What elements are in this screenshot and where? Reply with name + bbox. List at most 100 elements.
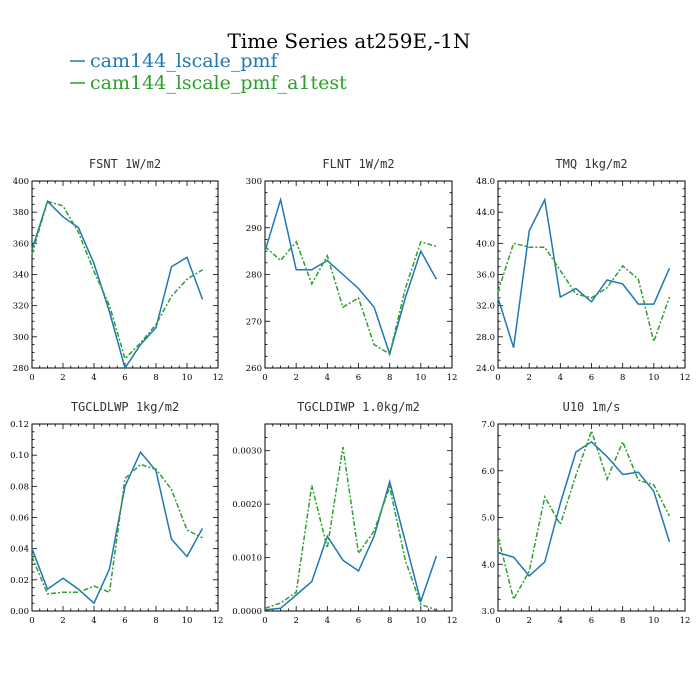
legend-label-1: cam144_lscale_pmf	[90, 50, 280, 72]
y-tick-label: 5.0	[481, 514, 495, 524]
x-tick-label: 2	[60, 373, 65, 383]
x-tick-label: 12	[447, 616, 458, 626]
series-line-1	[264, 478, 438, 611]
x-tick-label: 2	[293, 373, 298, 383]
x-tick-label: 6	[122, 616, 127, 626]
y-tick-label: 0.0000	[232, 607, 262, 617]
y-tick-label: 44.0	[476, 208, 495, 218]
x-tick-label: 2	[526, 373, 531, 383]
x-tick-label: 6	[589, 616, 594, 626]
x-tick-label: 0	[262, 373, 267, 383]
x-tick-label: 8	[153, 616, 158, 626]
x-tick-label: 10	[415, 616, 426, 626]
y-tick-label: 0.06	[10, 514, 29, 524]
y-tick-label: 400	[13, 177, 29, 187]
panel-6: U10 1m/s 0 2 4 6 8 10 12 3.0 4.0 5.0 6.0 7.0	[481, 400, 690, 626]
x-tick-label: 0	[29, 373, 34, 383]
x-tick-label: 10	[648, 616, 659, 626]
y-tick-label: 3.0	[481, 607, 495, 617]
series-line-2	[264, 240, 437, 356]
y-tick-label: 7.0	[481, 420, 495, 430]
series-line-2	[31, 200, 203, 361]
y-tick-label: 300	[246, 177, 262, 187]
x-tick-label: 4	[325, 373, 330, 383]
plot-frame	[31, 180, 219, 369]
x-tick-label: 6	[589, 373, 594, 383]
y-tick-label: 0.00	[10, 607, 29, 617]
plot-frame	[264, 180, 453, 369]
series-line-2	[264, 446, 437, 611]
y-tick-label: 340	[13, 271, 29, 281]
y-tick-label: 40.0	[476, 239, 495, 249]
x-tick-label: 12	[447, 373, 458, 383]
y-tick-label: 320	[13, 302, 29, 312]
panel-title: TGCLDIWP 1.0kg/m2	[297, 400, 420, 414]
x-tick-label: 12	[680, 616, 691, 626]
legend-label-2: cam144_lscale_pmf_a1test	[90, 72, 347, 94]
y-tick-label: 360	[13, 239, 29, 249]
x-tick-label: 6	[356, 616, 361, 626]
y-tick-label: 24.0	[476, 364, 495, 374]
series-line-2	[497, 428, 671, 602]
x-tick-label: 8	[620, 616, 625, 626]
y-tick-label: 0.0020	[232, 500, 262, 510]
series-line-1	[497, 440, 671, 577]
series-line-2	[497, 242, 671, 345]
x-tick-label: 12	[213, 373, 224, 383]
x-tick-label: 10	[415, 373, 426, 383]
x-tick-label: 2	[60, 616, 65, 626]
series-line-1	[497, 197, 671, 348]
panel-title: FLNT 1W/m2	[322, 157, 394, 171]
panel-2: FLNT 1W/m2 0 2 4 6 8 10 12 260 270 280 290 300	[246, 157, 458, 383]
x-tick-label: 6	[122, 373, 127, 383]
y-tick-label: 300	[13, 333, 29, 343]
panel-4: TGCLDLWP 1kg/m2 0 2 4 6 8 10 12 0.00 0.02 0.04 0.06…	[10, 400, 223, 626]
y-tick-label: 0.02	[10, 576, 29, 586]
y-tick-label: 290	[246, 224, 262, 234]
x-tick-label: 12	[680, 373, 691, 383]
series-line-1	[31, 450, 204, 605]
x-tick-label: 2	[293, 616, 298, 626]
y-tick-label: 32.0	[476, 302, 495, 312]
panel-title: FSNT 1W/m2	[89, 157, 161, 171]
x-tick-label: 8	[387, 616, 392, 626]
y-tick-label: 280	[13, 364, 29, 374]
plot-frame	[264, 423, 453, 612]
y-tick-label: 270	[246, 317, 262, 327]
panel-5: TGCLDIWP 1.0kg/m2 0 2 4 6 8 10 12 0.0000 0.0010 0.…	[232, 400, 457, 626]
x-tick-label: 12	[213, 616, 224, 626]
panels: FSNT 1W/m20 2 4 6 8 10 12280300320340360380400…	[10, 157, 690, 626]
x-tick-label: 0	[262, 616, 267, 626]
y-tick-label: 380	[13, 208, 29, 218]
y-tick-label: 28.0	[476, 333, 495, 343]
panel-title: TGCLDLWP 1kg/m2	[71, 400, 179, 414]
y-tick-label: 48.0	[476, 177, 495, 187]
x-tick-label: 4	[558, 616, 563, 626]
y-tick-label: 0.10	[10, 451, 29, 461]
series-line-1	[264, 196, 438, 357]
figure-title: Time Series at259E,-1N	[228, 29, 471, 53]
panel-3: TMQ 1kg/m2 0 2 4 6 8 10 12 24.0 28.0 32.0 36.0 40.0 4…	[476, 157, 690, 383]
x-tick-label: 0	[29, 616, 34, 626]
y-tick-label: 0.0010	[232, 554, 262, 564]
series-line-2	[31, 463, 203, 595]
x-tick-label: 4	[91, 616, 96, 626]
x-tick-label: 6	[356, 373, 361, 383]
y-tick-label: 6.0	[481, 467, 495, 477]
x-tick-label: 4	[91, 373, 96, 383]
x-tick-label: 0	[495, 616, 500, 626]
x-tick-label: 10	[182, 373, 193, 383]
x-tick-label: 10	[182, 616, 193, 626]
y-tick-label: 0.08	[10, 482, 29, 492]
plot-frame	[497, 423, 686, 612]
y-tick-label: 260	[246, 364, 262, 374]
x-tick-label: 10	[648, 373, 659, 383]
y-tick-label: 0.0030	[232, 447, 262, 457]
y-tick-label: 4.0	[481, 560, 495, 570]
plot-frame	[497, 180, 686, 369]
x-tick-label: 4	[325, 616, 330, 626]
legend: cam144_lscale_pmf cam144_lscale_pmf_a1te…	[70, 50, 347, 94]
plot-frame	[31, 423, 219, 612]
panel-title: U10 1m/s	[563, 400, 621, 414]
